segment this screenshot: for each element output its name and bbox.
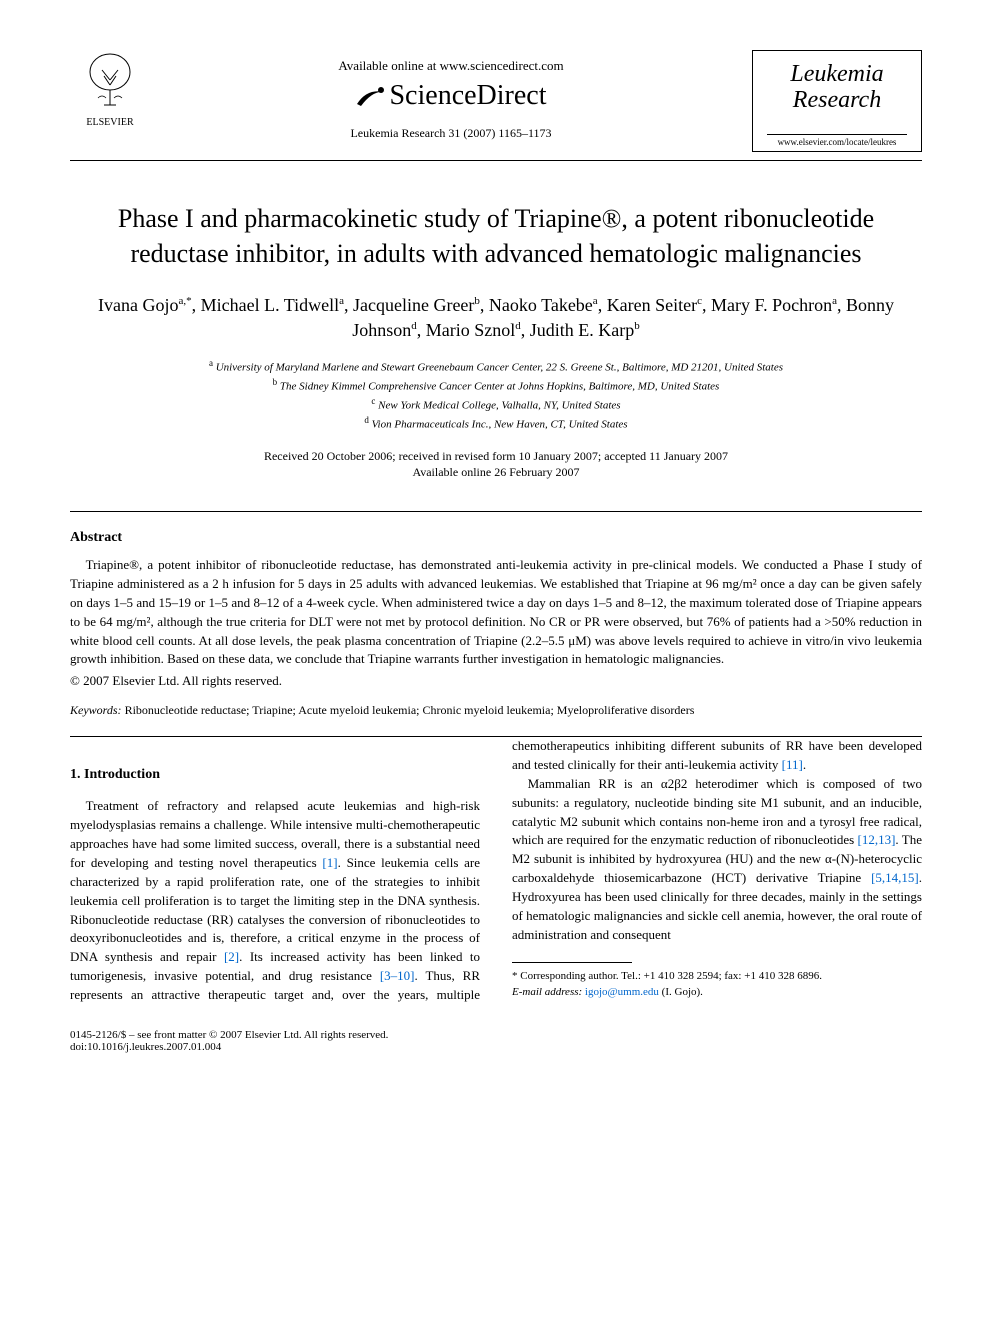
footnote-rule xyxy=(512,962,632,963)
keywords: Keywords: Ribonucleotide reductase; Tria… xyxy=(70,703,922,718)
keywords-label: Keywords: xyxy=(70,703,122,717)
abstract-copyright: © 2007 Elsevier Ltd. All rights reserved… xyxy=(70,673,922,689)
rule-top xyxy=(70,511,922,512)
elsevier-tree-icon xyxy=(80,50,140,110)
journal-title-line1: Leukemia xyxy=(767,61,907,87)
issn-line: 0145-2126/$ – see front matter © 2007 El… xyxy=(70,1029,922,1041)
abstract-heading: Abstract xyxy=(70,530,922,546)
received-date: Received 20 October 2006; received in re… xyxy=(70,448,922,465)
citation-2[interactable]: [2] xyxy=(224,949,239,964)
citation-1[interactable]: [1] xyxy=(322,855,337,870)
sciencedirect-logo: ScienceDirect xyxy=(150,80,752,112)
abstract-text: Triapine®, a potent inhibitor of ribonuc… xyxy=(70,556,922,669)
citation-5-14-15[interactable]: [5,14,15] xyxy=(871,870,919,885)
citation-12-13[interactable]: [12,13] xyxy=(858,832,896,847)
header-center: Available online at www.sciencedirect.co… xyxy=(150,50,752,141)
page: ELSEVIER Available online at www.science… xyxy=(0,0,992,1103)
email-label: E-mail address: xyxy=(512,986,582,998)
publisher-name: ELSEVIER xyxy=(70,117,150,128)
journal-header: ELSEVIER Available online at www.science… xyxy=(70,50,922,161)
available-online-text: Available online at www.sciencedirect.co… xyxy=(150,58,752,74)
body-columns: 1. Introduction Treatment of refractory … xyxy=(70,737,922,1005)
section-1-heading: 1. Introduction xyxy=(70,765,480,785)
affiliations: a University of Maryland Marlene and Ste… xyxy=(70,357,922,433)
sd-name: ScienceDirect xyxy=(389,80,546,111)
elsevier-logo: ELSEVIER xyxy=(70,50,150,128)
email-who: (I. Gojo). xyxy=(662,986,703,998)
citation-3-10[interactable]: [3–10] xyxy=(380,968,415,983)
intro-paragraph-2: Mammalian RR is an α2β2 heterodimer whic… xyxy=(512,775,922,945)
journal-reference: Leukemia Research 31 (2007) 1165–1173 xyxy=(150,126,752,141)
article-title: Phase I and pharmacokinetic study of Tri… xyxy=(110,201,882,271)
doi-line: doi:10.1016/j.leukres.2007.01.004 xyxy=(70,1041,922,1053)
journal-title-line2: Research xyxy=(767,87,907,113)
journal-cover-box: Leukemia Research www.elsevier.com/locat… xyxy=(752,50,922,152)
corresponding-email-line: E-mail address: igojo@umm.edu (I. Gojo). xyxy=(512,985,922,1000)
author-list: Ivana Gojoa,*, Michael L. Tidwella, Jacq… xyxy=(90,293,902,343)
email-link[interactable]: igojo@umm.edu xyxy=(585,986,659,998)
article-dates: Received 20 October 2006; received in re… xyxy=(70,448,922,482)
corresponding-author: * Corresponding author. Tel.: +1 410 328… xyxy=(512,969,922,984)
journal-url: www.elsevier.com/locate/leukres xyxy=(767,134,907,147)
online-date: Available online 26 February 2007 xyxy=(70,464,922,481)
page-footer: 0145-2126/$ – see front matter © 2007 El… xyxy=(70,1029,922,1053)
keywords-text: Ribonucleotide reductase; Triapine; Acut… xyxy=(125,703,695,717)
sd-swoosh-icon xyxy=(355,84,389,112)
citation-11[interactable]: [11] xyxy=(782,757,803,772)
footnotes: * Corresponding author. Tel.: +1 410 328… xyxy=(512,969,922,1000)
